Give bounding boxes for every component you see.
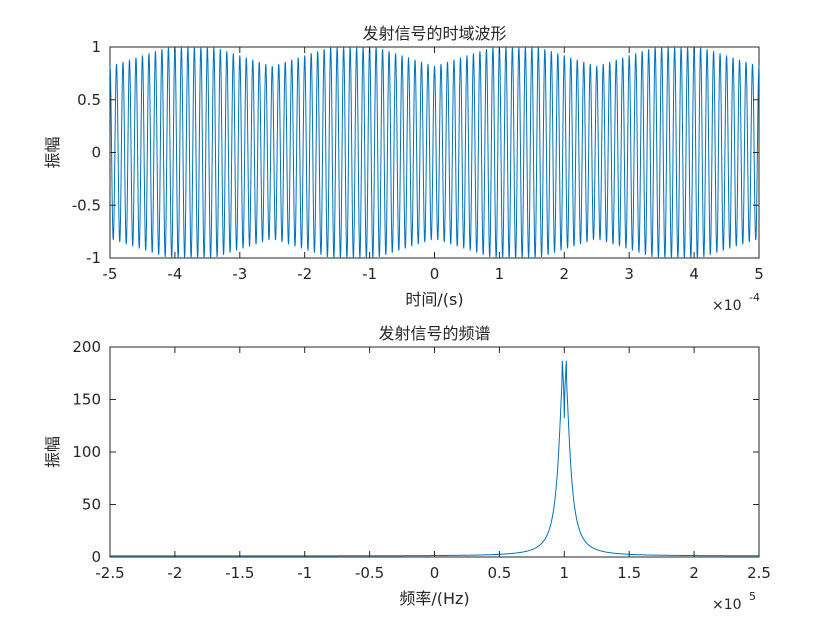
spectrum-plot-x-tick-label: 0.5 [487, 564, 511, 582]
time-plot-x-tick-label: 5 [754, 265, 764, 283]
spectrum-plot-x-exponent: ×10 5 [712, 590, 756, 613]
spectrum-plot-x-tick-label: 2 [689, 564, 699, 582]
spectrum-plot-y-tick-label: 100 [72, 443, 101, 461]
time-plot-x-exponent-base: ×10 [712, 298, 742, 314]
time-plot-x-tick-label: -1 [362, 265, 377, 283]
time-plot-y-tick-label: -1 [86, 249, 101, 267]
time-plot-x-tick-label: 2 [560, 265, 570, 283]
time-plot-x-tick-label: -2 [297, 265, 312, 283]
spectrum-plot-x-tick-label: -1.5 [225, 564, 254, 582]
spectrum-plot-ylabel: 振幅 [43, 436, 62, 468]
time-domain-plot: 发射信号的时域波形 时间/(s) 振幅 ×10 -4 -5 -4 -3 -2 -1 0 1 2… [43, 24, 764, 314]
time-plot-x-tick-label: 4 [689, 265, 699, 283]
time-plot-x-tick-label: 1 [495, 265, 505, 283]
time-plot-x-tick-label: -4 [167, 265, 182, 283]
spectrum-plot-y-tick-label: 50 [82, 496, 101, 514]
time-plot-x-tick-label: -5 [103, 265, 118, 283]
spectrum-plot-x-tick-label: 0 [430, 564, 440, 582]
spectrum-plot-y-tick-label: 200 [72, 338, 101, 356]
spectrum-plot: 发射信号的频谱 频率/(Hz) 振幅 ×10 5 -2.5 -2 -1.5 -1 -0.… [43, 324, 771, 613]
time-plot-series-line [109, 46, 760, 259]
time-plot-x-tick-label: -3 [232, 265, 247, 283]
time-plot-xlabel: 时间/(s) [405, 290, 463, 309]
time-plot-title: 发射信号的时域波形 [362, 24, 506, 43]
spectrum-plot-x-tick-label: -2.5 [95, 564, 124, 582]
spectrum-plot-title: 发射信号的频谱 [378, 324, 490, 343]
time-plot-x-tick-label: 3 [624, 265, 634, 283]
spectrum-plot-y-tick-label: 150 [72, 391, 101, 409]
time-plot-axes-frame [109, 46, 760, 259]
spectrum-plot-x-tick-label: -2 [167, 564, 182, 582]
time-plot-x-tick-label: 0 [430, 265, 440, 283]
spectrum-plot-xlabel: 频率/(Hz) [399, 589, 469, 608]
spectrum-plot-x-tick-label: 2.5 [747, 564, 771, 582]
time-plot-y-tick-label: 0 [91, 144, 101, 162]
time-plot-y-tick-label: 1 [91, 38, 101, 56]
time-plot-x-exponent-power: -4 [749, 291, 760, 304]
spectrum-plot-x-tick-label: 1 [560, 564, 570, 582]
time-plot-y-tick-label: -0.5 [72, 196, 101, 214]
spectrum-plot-y-tick-label: 0 [91, 548, 101, 566]
time-plot-y-tick-label: 0.5 [77, 91, 101, 109]
spectrum-plot-x-tick-label: -1 [297, 564, 312, 582]
spectrum-plot-x-exponent-base: ×10 [712, 597, 742, 613]
time-plot-x-exponent: ×10 -4 [712, 291, 760, 314]
spectrum-plot-x-exponent-power: 5 [749, 590, 756, 603]
time-plot-ylabel: 振幅 [43, 136, 62, 168]
spectrum-plot-axes-frame [109, 346, 760, 558]
spectrum-plot-x-tick-label: -0.5 [355, 564, 384, 582]
spectrum-plot-x-tick-label: 1.5 [617, 564, 641, 582]
